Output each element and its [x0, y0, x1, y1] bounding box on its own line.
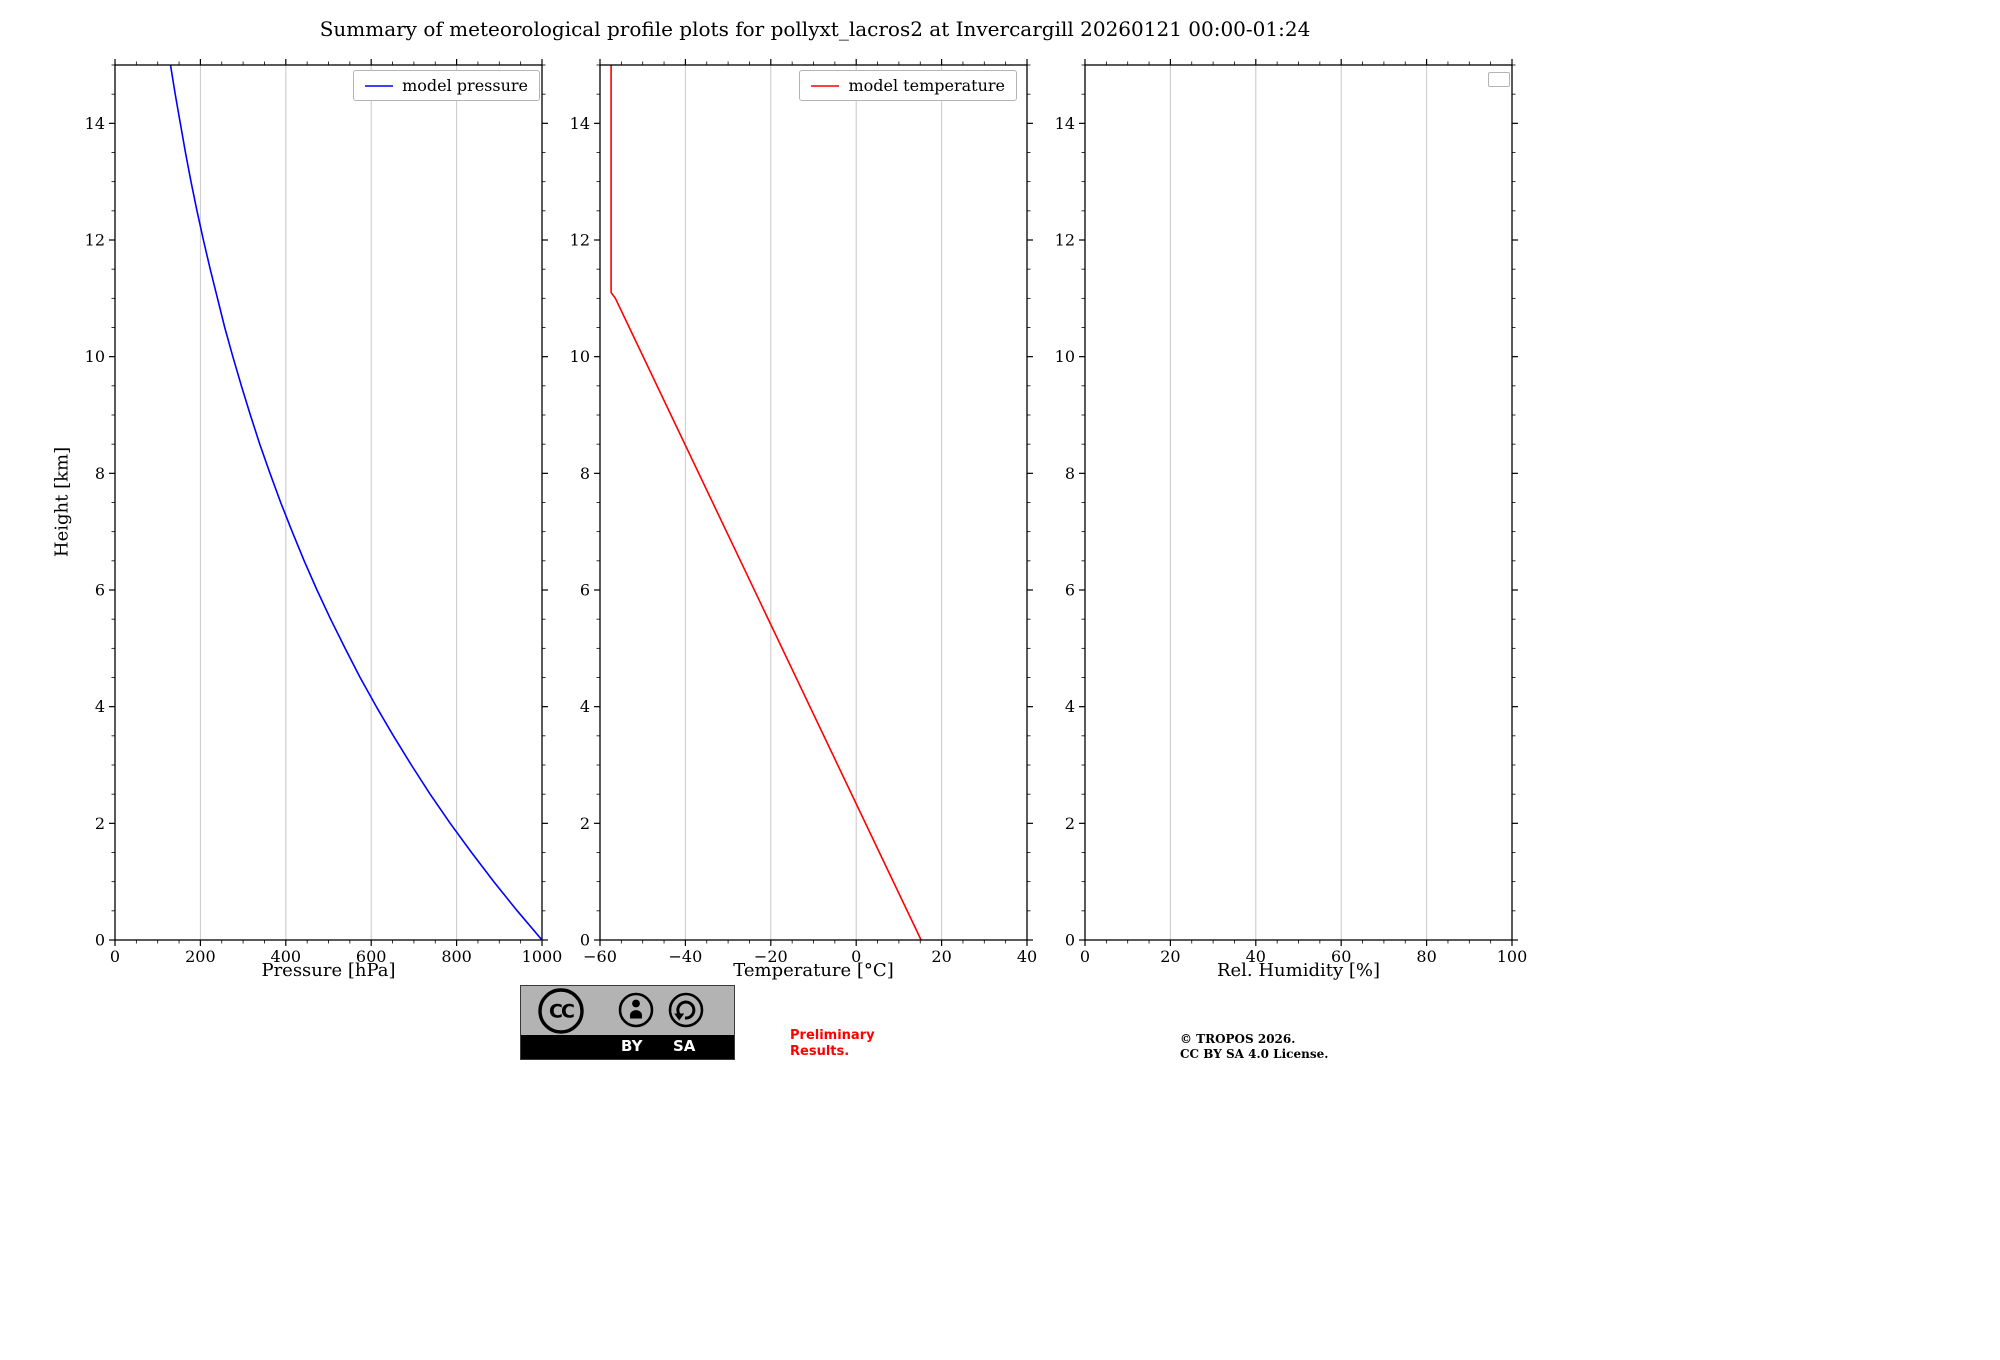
legend-model-pressure: model pressure	[353, 70, 540, 101]
svg-text:8: 8	[580, 464, 590, 483]
share-alike-icon	[668, 992, 704, 1028]
svg-text:CC: CC	[549, 1001, 574, 1023]
svg-text:80: 80	[1416, 947, 1436, 966]
credit-note: © TROPOS 2026. CC BY SA 4.0 License.	[1180, 1032, 1328, 1062]
legend-line-sample-temperature	[811, 84, 840, 87]
series-model-pressure	[169, 64, 543, 941]
legend-model-temperature: model temperature	[799, 70, 1017, 101]
x-axis-label-temperature: Temperature [°C]	[733, 960, 894, 981]
legend-line-sample-pressure	[365, 84, 394, 87]
svg-text:6: 6	[580, 581, 590, 600]
svg-text:6: 6	[95, 581, 105, 600]
person-icon	[618, 992, 654, 1028]
chart-0: 0 200 400 600 800 1000 0 2 4 6 8 10 12 14	[85, 59, 563, 966]
svg-text:14: 14	[85, 114, 105, 133]
svg-text:0: 0	[110, 947, 120, 966]
chart-2: 0 20 40 60 80 100 0 2 4 6 8 10 12 14	[1055, 59, 1528, 966]
cc-badge-by-label: BY	[621, 1037, 643, 1055]
svg-text:10: 10	[85, 347, 105, 366]
svg-text:4: 4	[580, 697, 590, 716]
svg-text:800: 800	[441, 947, 472, 966]
cc-icon: CC	[538, 988, 584, 1034]
svg-text:0: 0	[580, 931, 590, 950]
svg-text:2: 2	[95, 814, 105, 833]
svg-text:4: 4	[95, 697, 105, 716]
credit-line1: © TROPOS 2026.	[1180, 1032, 1296, 1046]
ticks	[594, 59, 1033, 946]
svg-text:10: 10	[1055, 347, 1075, 366]
legend-label-pressure: model pressure	[402, 76, 528, 95]
svg-text:8: 8	[1065, 464, 1075, 483]
axes-box	[599, 64, 1028, 941]
svg-text:−20: −20	[754, 947, 788, 966]
credit-line2: CC BY SA 4.0 License.	[1180, 1047, 1329, 1061]
svg-text:100: 100	[1497, 947, 1528, 966]
svg-text:12: 12	[1055, 231, 1075, 250]
svg-text:14: 14	[570, 114, 590, 133]
svg-text:4: 4	[1065, 697, 1075, 716]
axes-box	[1084, 64, 1513, 941]
svg-text:40: 40	[1017, 947, 1037, 966]
tick-labels: −60 −40 −20 0 20 40 0 2 4 6 8 10 12 14	[570, 114, 1038, 966]
svg-text:400: 400	[271, 947, 302, 966]
x-axis-label-pressure: Pressure [hPa]	[261, 960, 396, 981]
gridlines	[1169, 65, 1428, 940]
axes-box	[114, 64, 543, 941]
legend-label-temperature: model temperature	[848, 76, 1005, 95]
svg-text:60: 60	[1331, 947, 1351, 966]
svg-text:1000: 1000	[522, 947, 563, 966]
svg-text:0: 0	[1065, 931, 1075, 950]
series-group	[169, 64, 543, 941]
svg-text:10: 10	[570, 347, 590, 366]
svg-text:6: 6	[1065, 581, 1075, 600]
figure-title: Summary of meteorological profile plots …	[319, 17, 1311, 41]
gridlines	[684, 65, 943, 940]
preliminary-note: Preliminary Results.	[790, 1028, 875, 1060]
legend-empty-humidity	[1488, 72, 1510, 87]
cc-badge-icons: CC	[538, 988, 704, 1034]
svg-text:12: 12	[85, 231, 105, 250]
svg-text:12: 12	[570, 231, 590, 250]
cc-by-sa-badge: CC BY SA	[520, 985, 735, 1060]
chart-1: −60 −40 −20 0 20 40 0 2 4 6 8 10 12 14	[570, 59, 1038, 966]
svg-text:20: 20	[931, 947, 951, 966]
tick-labels: 0 200 400 600 800 1000 0 2 4 6 8 10 12 14	[85, 114, 563, 966]
svg-text:40: 40	[1246, 947, 1266, 966]
ticks	[1079, 59, 1518, 946]
svg-text:20: 20	[1160, 947, 1180, 966]
svg-text:0: 0	[95, 931, 105, 950]
svg-text:8: 8	[95, 464, 105, 483]
cc-badge-bar: BY SA	[521, 1035, 734, 1059]
svg-text:200: 200	[185, 947, 216, 966]
tick-labels: 0 20 40 60 80 100 0 2 4 6 8 10 12 14	[1055, 114, 1528, 966]
preliminary-line2: Results.	[790, 1044, 850, 1059]
ticks	[109, 59, 548, 946]
y-axis-label: Height [km]	[51, 446, 73, 558]
svg-text:0: 0	[1080, 947, 1090, 966]
svg-text:0: 0	[851, 947, 861, 966]
svg-text:2: 2	[1065, 814, 1075, 833]
svg-text:2: 2	[580, 814, 590, 833]
svg-text:14: 14	[1055, 114, 1075, 133]
preliminary-line1: Preliminary	[790, 1028, 875, 1043]
x-axis-label-humidity: Rel. Humidity [%]	[1216, 960, 1381, 981]
svg-text:−40: −40	[669, 947, 703, 966]
svg-text:600: 600	[356, 947, 387, 966]
series-model-temperature	[610, 65, 922, 941]
svg-text:−60: −60	[583, 947, 617, 966]
series-group	[610, 65, 922, 941]
gridlines	[199, 65, 458, 940]
cc-badge-sa-label: SA	[673, 1037, 696, 1055]
